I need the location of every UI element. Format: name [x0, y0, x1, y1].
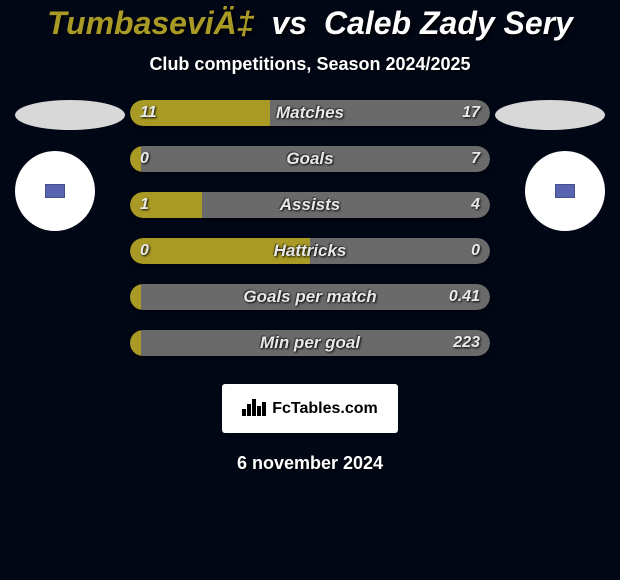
stat-value-left: 11	[140, 104, 157, 122]
stat-bar-left	[130, 284, 141, 310]
attribution-text: FcTables.com	[272, 400, 378, 418]
date-footer: 6 november 2024	[10, 453, 610, 474]
stat-row: 11 Matches 17	[130, 100, 490, 126]
stat-row: Min per goal 223	[130, 330, 490, 356]
player-right-panel	[505, 100, 605, 231]
stat-value-left: 0	[140, 242, 149, 260]
stat-value-right: 7	[471, 150, 480, 168]
player-left-avatar	[15, 151, 95, 231]
stat-label: Matches	[276, 103, 344, 123]
stat-label: Min per goal	[260, 333, 360, 353]
player-right-oval	[495, 100, 605, 130]
main-content-row: 11 Matches 17 0 Goals 7 1 Assists	[10, 100, 610, 376]
comparison-title: TumbaseviÄ‡ vs Caleb Zady Sery	[10, 5, 610, 42]
stat-value-left: 0	[140, 150, 149, 168]
title-vs-text: vs	[271, 5, 307, 41]
stat-value-right: 17	[462, 104, 480, 122]
stat-value-right: 0	[471, 242, 480, 260]
player-right-flag-icon	[555, 184, 575, 198]
stat-label: Assists	[280, 195, 340, 215]
player-left-flag-icon	[45, 184, 65, 198]
title-left-player: TumbaseviÄ‡	[47, 5, 255, 41]
stat-row: 0 Hattricks 0	[130, 238, 490, 264]
competition-subtitle: Club competitions, Season 2024/2025	[10, 54, 610, 75]
stat-bar-left	[130, 330, 141, 356]
stat-row: Goals per match 0.41	[130, 284, 490, 310]
player-left-oval	[15, 100, 125, 130]
stat-value-left: 1	[140, 196, 149, 214]
player-right-avatar	[525, 151, 605, 231]
attribution-box: FcTables.com	[222, 384, 398, 433]
stat-label: Hattricks	[274, 241, 347, 261]
stat-row: 0 Goals 7	[130, 146, 490, 172]
attribution-row: FcTables.com	[10, 384, 610, 433]
chart-bars-icon	[242, 396, 266, 421]
stat-value-right: 223	[453, 334, 480, 352]
stat-value-right: 0.41	[449, 288, 480, 306]
stat-label: Goals per match	[243, 287, 376, 307]
player-left-panel	[15, 100, 115, 231]
stat-row: 1 Assists 4	[130, 192, 490, 218]
title-right-player: Caleb Zady Sery	[324, 5, 573, 41]
stat-value-right: 4	[471, 196, 480, 214]
stat-bar-right	[202, 192, 490, 218]
stat-label: Goals	[286, 149, 333, 169]
stats-section: 11 Matches 17 0 Goals 7 1 Assists	[115, 100, 505, 376]
